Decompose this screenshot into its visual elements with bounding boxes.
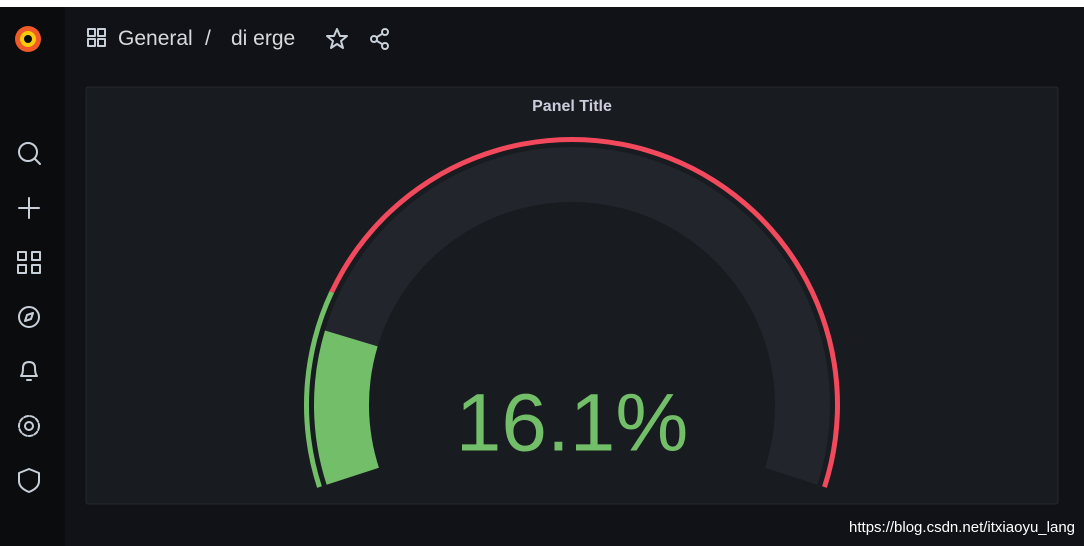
breadcrumb-dashboard: di erge (231, 27, 295, 50)
star-button[interactable] (326, 28, 348, 49)
gauge (304, 137, 840, 488)
create-icon[interactable] (18, 197, 40, 219)
gauge-track (313, 146, 830, 485)
share-button[interactable] (370, 28, 389, 50)
settings-icon[interactable] (18, 415, 40, 437)
gauge-fill (313, 330, 379, 485)
sidebar (0, 7, 65, 546)
watermark: https://blog.csdn.net/itxiaoyu_lang (849, 519, 1075, 536)
explore-icon[interactable] (18, 306, 40, 328)
dashboard-grid-icon (87, 28, 106, 47)
breadcrumb-folder[interactable]: General (118, 27, 193, 50)
gauge-value: 16.1% (456, 378, 689, 469)
logo[interactable] (15, 26, 41, 52)
breadcrumb-separator: / (205, 27, 211, 50)
threshold-base-arc (304, 290, 335, 488)
dashboards-icon[interactable] (17, 251, 41, 274)
search-icon[interactable] (18, 142, 41, 165)
panel-title[interactable]: Panel Title (532, 98, 612, 115)
alerting-icon[interactable] (20, 361, 38, 381)
shield-icon[interactable] (18, 468, 40, 493)
